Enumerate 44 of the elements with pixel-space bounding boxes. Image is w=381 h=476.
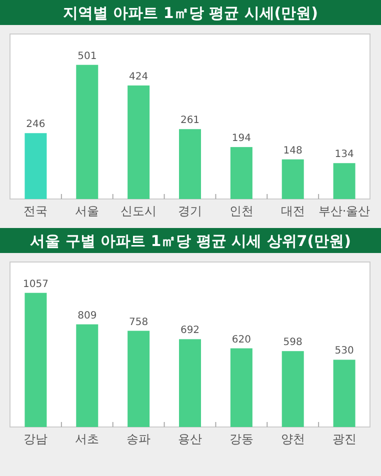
x-tick-label: 서울	[75, 204, 100, 218]
bar	[76, 64, 98, 199]
data-label: 148	[283, 145, 302, 156]
bar	[76, 324, 98, 427]
x-tick-label: 부산·울산	[318, 204, 370, 218]
data-label: 530	[334, 346, 354, 357]
data-label: 809	[78, 310, 97, 322]
bar	[179, 129, 201, 199]
x-tick-label: 송파	[126, 432, 151, 446]
chart-title: 서울 구별 아파트 1㎡당 평균 시세 상위7(만원)	[30, 232, 351, 250]
bar	[333, 360, 356, 427]
x-tick-label: 서초	[75, 432, 100, 446]
data-label: 620	[232, 334, 251, 346]
x-tick-label: 대전	[280, 204, 305, 218]
x-tick-label: 강남	[24, 432, 48, 446]
x-tick-label: 전국	[24, 204, 48, 218]
data-label: 194	[232, 133, 251, 144]
bar	[230, 147, 252, 199]
bar	[128, 330, 150, 427]
bar	[282, 159, 304, 199]
data-label: 424	[129, 71, 148, 82]
bar	[230, 348, 252, 427]
data-label: 246	[26, 119, 46, 130]
x-tick-label: 신도시	[120, 204, 157, 218]
x-tick-label: 광진	[332, 432, 356, 446]
chart-title: 지역별 아파트 1㎡당 평균 시세(만원)	[62, 4, 318, 22]
x-tick-label: 용산	[178, 432, 202, 446]
data-label: 501	[78, 50, 97, 62]
x-tick-label: 경기	[178, 204, 202, 218]
data-label: 598	[283, 337, 302, 348]
data-label: 1057	[22, 278, 48, 290]
data-label: 758	[129, 316, 148, 328]
bar	[24, 133, 47, 199]
x-tick-label: 인천	[229, 204, 254, 218]
x-tick-label: 양천	[280, 432, 305, 446]
bar	[128, 85, 150, 199]
data-label: 692	[180, 325, 200, 336]
bar	[24, 292, 47, 427]
bar	[179, 339, 201, 427]
bar	[333, 163, 356, 199]
x-tick-label: 강동	[229, 432, 254, 446]
data-label: 134	[334, 149, 354, 160]
bar	[282, 351, 304, 427]
data-label: 261	[180, 115, 200, 126]
